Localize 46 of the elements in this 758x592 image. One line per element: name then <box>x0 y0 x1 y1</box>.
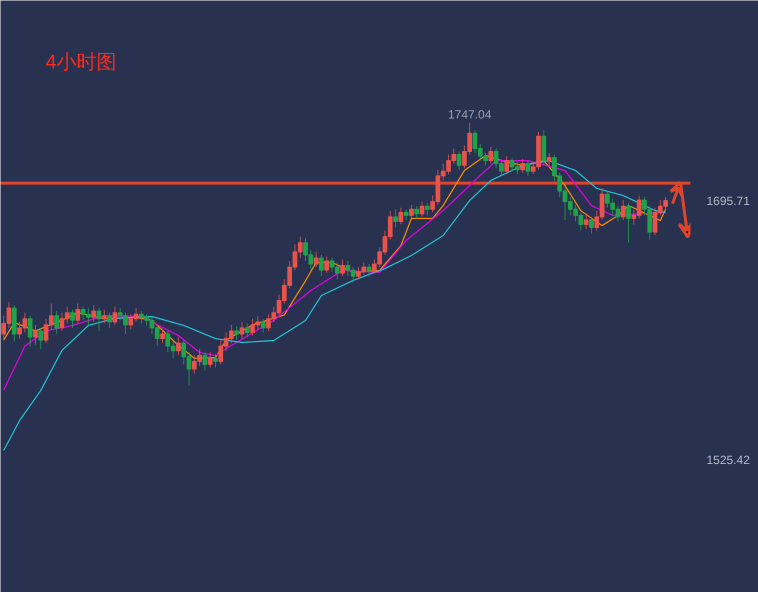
candlestick <box>28 315 33 347</box>
candlestick <box>213 353 218 368</box>
candlestick <box>324 256 330 274</box>
candlestick <box>38 327 44 350</box>
candlestick <box>589 216 594 234</box>
candlestick <box>70 309 75 328</box>
candlestick <box>340 258 345 277</box>
annotation: 1747.04 <box>448 108 492 122</box>
candlestick <box>208 352 213 368</box>
candlestick <box>91 304 96 322</box>
candlestick <box>234 326 240 341</box>
candlestick <box>393 208 398 228</box>
candlestick <box>240 321 244 340</box>
candlestick <box>409 204 414 219</box>
candlestick <box>404 208 408 220</box>
y-tick-label: 1695.71 <box>706 194 750 208</box>
candlestick <box>420 201 424 218</box>
candlestick <box>398 207 404 225</box>
candlestick <box>96 308 102 332</box>
candlestick <box>244 322 250 338</box>
candlestick <box>319 254 324 277</box>
text: 4小时图 <box>46 52 117 74</box>
candlestick <box>102 309 107 324</box>
candlestick <box>176 336 181 356</box>
candlestick <box>520 158 525 174</box>
candlestick <box>366 264 372 277</box>
candlestick <box>314 251 318 268</box>
candlestick <box>456 151 462 170</box>
candlestick <box>424 202 430 216</box>
candlestick <box>160 328 165 344</box>
candlestick <box>414 206 420 219</box>
candlestick <box>620 200 626 220</box>
candlestick <box>526 160 530 176</box>
candlestick <box>626 202 631 244</box>
candlestick <box>112 306 118 326</box>
candlestick <box>33 324 38 346</box>
candlestick <box>202 352 208 371</box>
candlestick <box>54 310 59 334</box>
candlestick <box>488 146 494 164</box>
candlestick <box>75 303 80 324</box>
candlestick <box>260 318 266 333</box>
candlestick <box>584 213 589 230</box>
y-tick-label: 1525.42 <box>706 453 750 468</box>
candlestick <box>107 312 112 328</box>
candlestick <box>504 156 510 175</box>
candlestick <box>546 152 552 168</box>
